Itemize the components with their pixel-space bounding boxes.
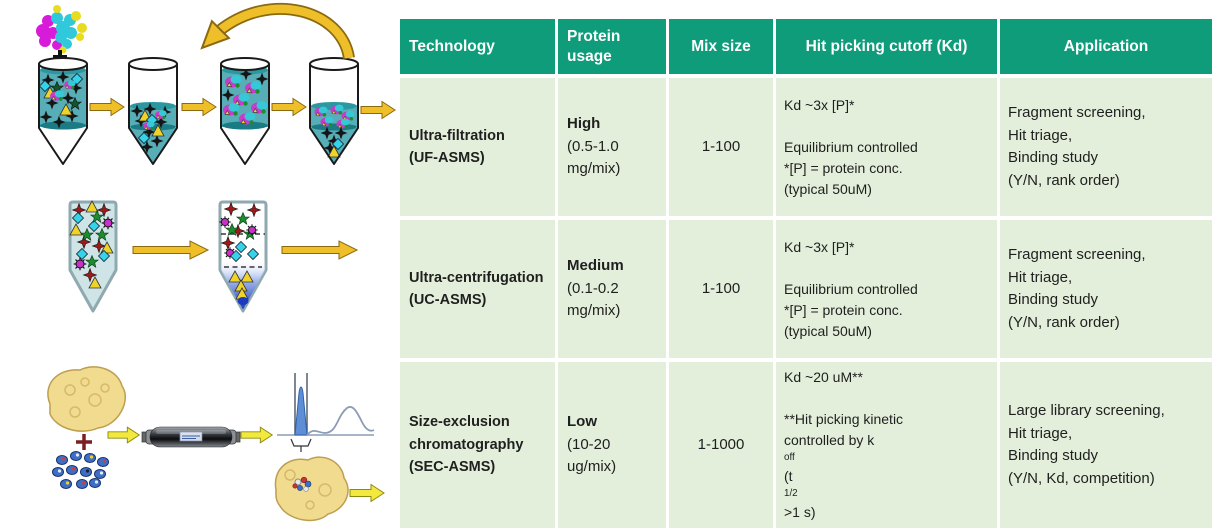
protein-usage-detail: (10-20 ug/mix) xyxy=(567,435,617,476)
column-header-technology: Technology xyxy=(400,19,555,74)
cell-mix-size: 1-1000 xyxy=(669,362,773,528)
cell-hit-picking-cutoff: Kd ~3x [P]* Equilibrium controlled *[P] … xyxy=(776,220,997,358)
centrifuge-tube-before xyxy=(68,200,118,313)
cell-hit-picking-cutoff: Kd ~20 uM** **Hit picking kinetic contro… xyxy=(776,362,997,528)
workflow-illustrations xyxy=(0,0,400,532)
protein-usage-detail: (0.5-1.0 mg/mix) xyxy=(567,137,621,178)
column-header-application: Application xyxy=(1000,19,1212,74)
protein-surface-icon xyxy=(47,366,127,432)
column-header-hit-picking-cutoff: Hit picking cutoff (Kd) xyxy=(776,19,997,74)
cell-application: Fragment screening, Hit triage, Binding … xyxy=(1000,220,1212,358)
protein-ligand-complex-icon xyxy=(274,456,349,522)
cell-mix-size: 1-100 xyxy=(669,78,773,216)
cell-technology: Ultra-centrifugation (UC-ASMS) xyxy=(400,220,555,358)
cell-technology: Size-exclusion chromatography (SEC-ASMS) xyxy=(400,362,555,528)
uc-asms-illustration xyxy=(68,200,358,313)
flow-arrow-icon xyxy=(240,426,273,444)
uf-asms-illustration xyxy=(36,2,396,165)
recycle-arrow-icon xyxy=(200,2,355,60)
flow-arrow-icon xyxy=(181,98,217,116)
flow-arrow-icon xyxy=(132,240,209,260)
cell-protein-usage: High (0.5-1.0 mg/mix) xyxy=(558,78,666,216)
chromatogram-icon xyxy=(277,373,375,452)
cell-mix-size: 1-100 xyxy=(669,220,773,358)
flow-arrow-icon xyxy=(349,484,385,502)
flow-arrow-icon xyxy=(89,98,125,116)
protein-usage-level: Medium xyxy=(567,257,624,275)
cell-hit-picking-cutoff: Kd ~3x [P]* Equilibrium controlled *[P] … xyxy=(776,78,997,216)
cell-technology: Ultra-filtration (UF-ASMS) xyxy=(400,78,555,216)
sec-column-icon xyxy=(141,426,241,448)
filtration-tube-2 xyxy=(128,57,178,165)
cell-protein-usage: Medium (0.1-0.2 mg/mix) xyxy=(558,220,666,358)
flow-arrow-icon xyxy=(107,426,140,444)
protein-usage-level: Low xyxy=(567,413,597,431)
column-header-mix-size: Mix size xyxy=(669,19,773,74)
column-header-protein-usage: Protein usage xyxy=(558,19,666,74)
filtration-tube-1 xyxy=(38,57,88,165)
filtration-tube-3 xyxy=(220,57,270,165)
compound-mix-icon xyxy=(52,451,109,489)
plus-icon xyxy=(76,434,92,450)
cell-application: Large library screening, Hit triage, Bin… xyxy=(1000,362,1212,528)
centrifuge-tube-after xyxy=(218,200,268,313)
protein-usage-detail: (0.1-0.2 mg/mix) xyxy=(567,279,621,320)
cell-protein-usage: Low (10-20 ug/mix) xyxy=(558,362,666,528)
comparison-table: Technology Protein usage Mix size Hit pi… xyxy=(400,19,1212,528)
flow-arrow-icon xyxy=(271,98,307,116)
protein-usage-level: High xyxy=(567,115,601,133)
cell-application: Fragment screening, Hit triage, Binding … xyxy=(1000,78,1212,216)
protein-structure-icon xyxy=(36,5,87,54)
flow-arrow-icon xyxy=(281,240,358,260)
sec-asms-illustration xyxy=(47,366,385,522)
filtration-tube-4 xyxy=(309,57,359,165)
flow-arrow-icon xyxy=(360,101,396,119)
fraction-bracket-icon xyxy=(290,438,312,452)
